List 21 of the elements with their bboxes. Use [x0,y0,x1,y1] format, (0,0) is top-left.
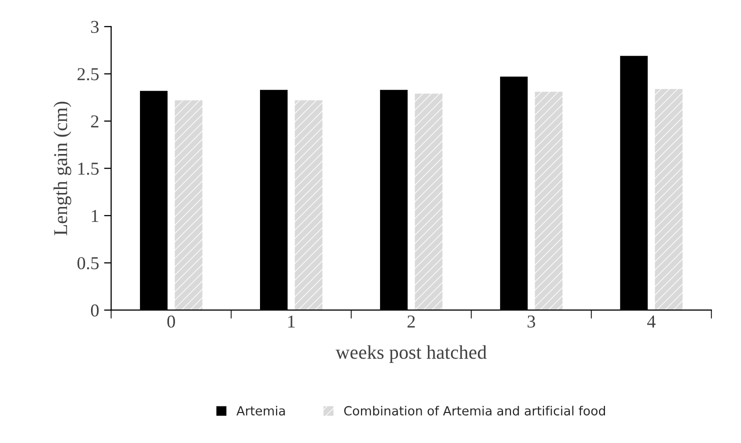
x-tick-label: 3 [528,316,536,328]
y-tick-label: 1.5 [78,162,99,175]
legend-label: Combination of Artemia and artificial food [344,406,605,416]
bar [654,88,683,310]
x-tick-label: 4 [647,316,656,328]
bar [414,94,442,310]
x-axis-title: weeks post hatched [336,345,487,363]
x-tick-label: 2 [408,316,415,328]
bar [534,92,563,310]
y-tick-label: 3 [91,20,99,34]
y-tick-label: 1 [92,210,98,222]
y-tick-label: 0.5 [77,257,99,270]
y-tick-label: 0 [91,304,99,317]
bar [294,100,322,310]
legend-label: Artemia [236,406,285,416]
y-axis-title: Length gain (cm) [54,102,72,236]
x-tick-label: 1 [288,316,295,328]
y-tick-label: 2.5 [78,68,99,80]
y-tick-label: 2 [91,115,98,128]
x-tick-label: 0 [167,315,175,328]
bar [174,100,202,310]
